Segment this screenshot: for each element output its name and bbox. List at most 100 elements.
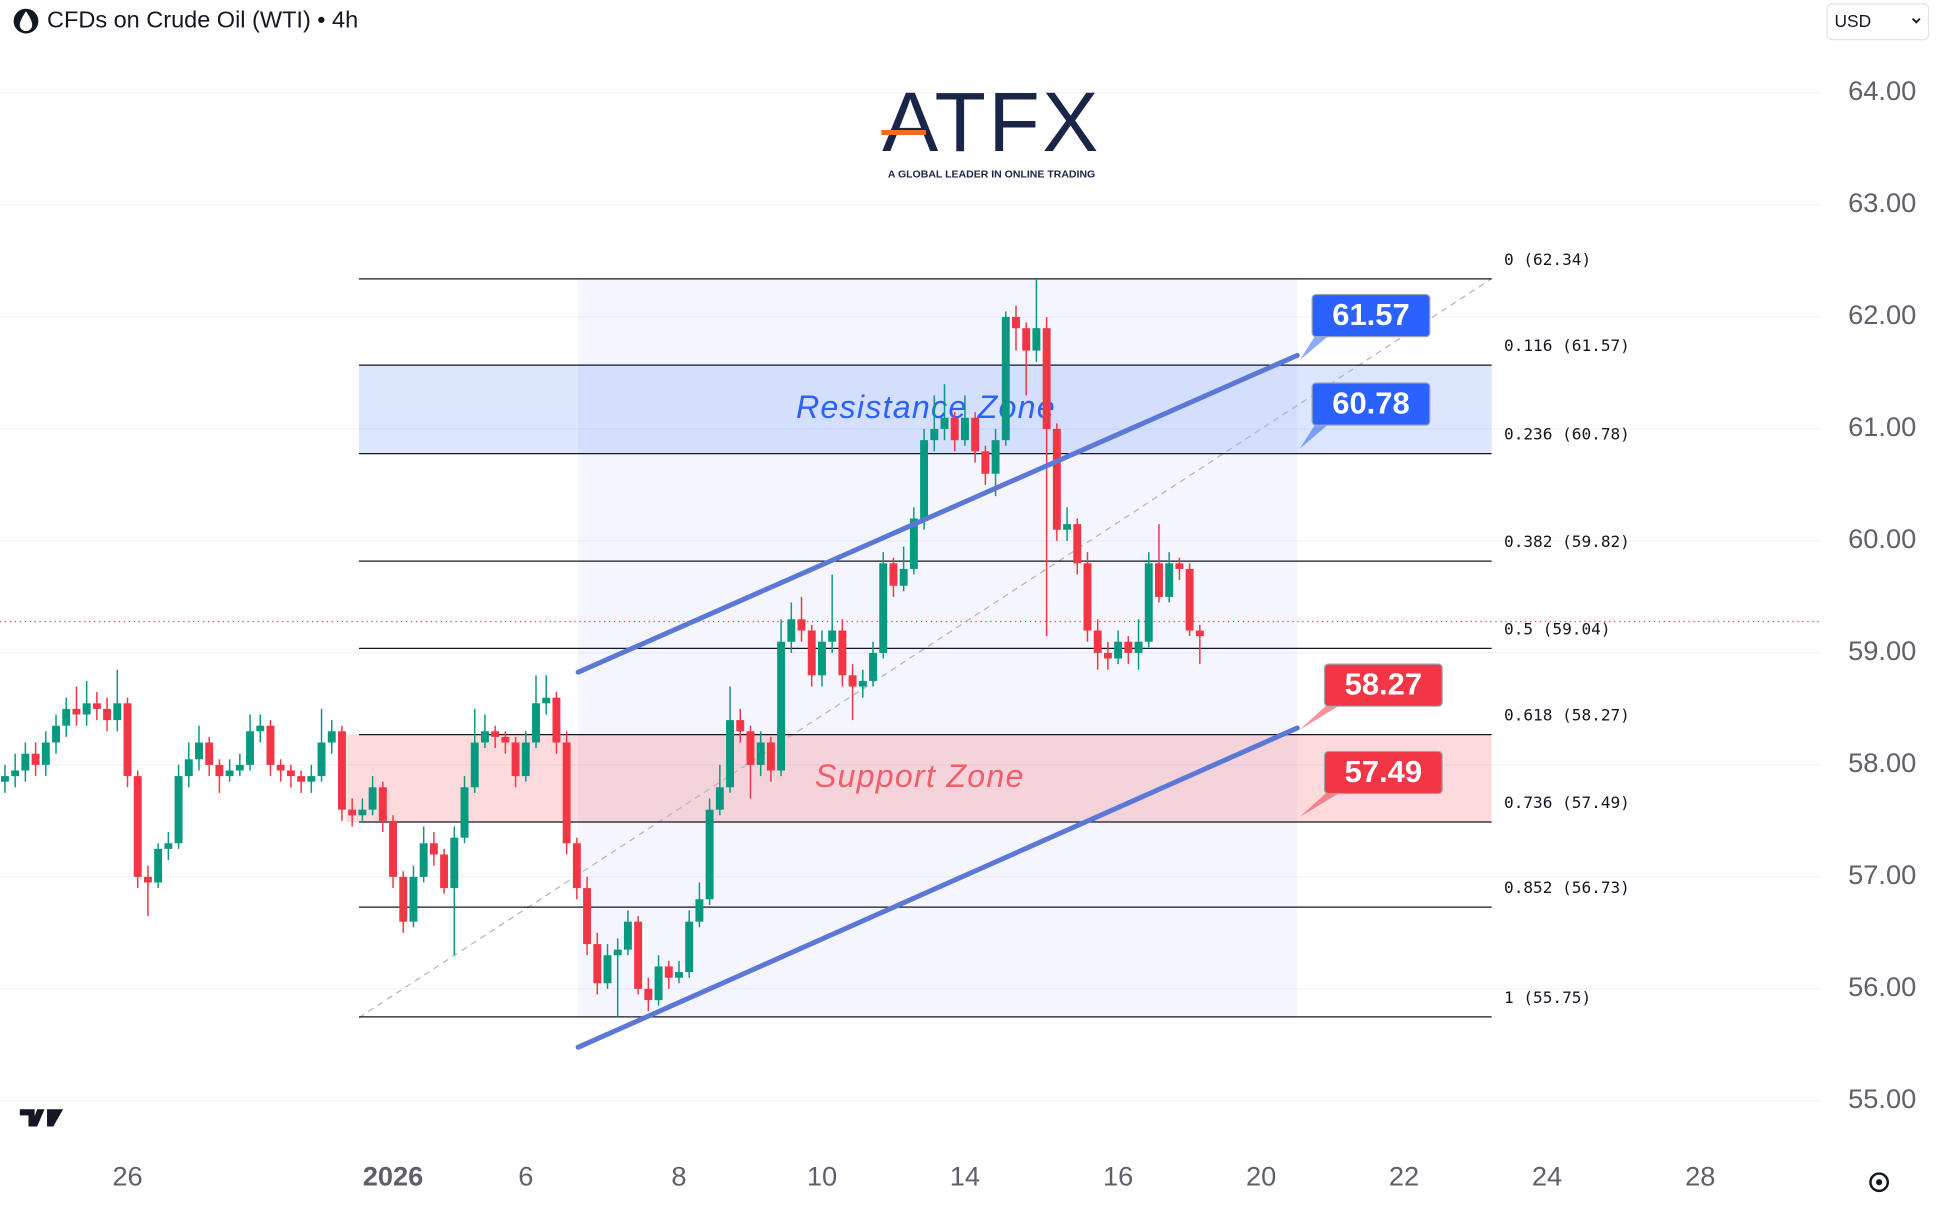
settings-icon[interactable] — [1869, 1172, 1890, 1193]
candle-body — [981, 451, 990, 474]
candle-body — [828, 630, 837, 642]
price-tag-label: 60.78 — [1332, 385, 1409, 420]
candle-body — [848, 675, 857, 687]
x-tick-label: 28 — [1685, 1161, 1715, 1192]
channel-lower — [575, 725, 1300, 1050]
fib-label: 0.236 (60.78) — [1504, 425, 1630, 444]
price-tag-label: 57.49 — [1345, 754, 1422, 789]
candle-body — [634, 921, 643, 989]
candles — [0, 278, 1204, 1017]
candle-body — [195, 742, 203, 760]
zone-label: Resistance Zone — [796, 389, 1056, 425]
candle-body — [205, 742, 214, 765]
y-tick-label: 60.00 — [1848, 523, 1916, 554]
candle-body — [276, 764, 285, 771]
y-tick-label: 56.00 — [1848, 971, 1916, 1002]
candle-body — [52, 725, 60, 743]
candle-body — [1124, 641, 1133, 653]
tag-pointer — [1299, 421, 1332, 449]
candle-body — [399, 876, 408, 922]
candle-body — [389, 820, 397, 877]
y-tick-label: 55.00 — [1848, 1083, 1916, 1114]
candle-body — [368, 787, 377, 810]
candle-body — [1165, 563, 1174, 597]
candle-body — [1175, 563, 1184, 569]
candle-body — [542, 697, 551, 704]
candle-body — [348, 809, 357, 816]
chevron — [1911, 17, 1921, 24]
candle-body — [317, 742, 326, 777]
price-tag-label: 61.57 — [1332, 297, 1409, 332]
candle-body — [174, 776, 183, 844]
tv-logo — [19, 1109, 64, 1127]
candle-body — [736, 720, 745, 732]
candle-body — [113, 703, 122, 721]
candle-body — [358, 809, 367, 816]
candle-body — [31, 753, 40, 765]
candle-body — [1093, 630, 1102, 653]
candle-body — [133, 776, 142, 877]
y-tick-label: 64.00 — [1848, 75, 1916, 106]
candle-body — [889, 563, 898, 586]
fib-label: 0.736 (57.49) — [1504, 793, 1630, 812]
candle-body — [1185, 568, 1194, 631]
candle-body — [297, 776, 306, 782]
candle-body — [256, 725, 265, 732]
candle-body — [0, 776, 9, 782]
x-tick-label: 8 — [671, 1161, 686, 1192]
fib-label: 0 (62.34) — [1504, 250, 1591, 269]
x-tick-label: 16 — [1103, 1161, 1133, 1192]
candle-body — [82, 703, 91, 715]
candle-body — [123, 703, 132, 777]
candle-body — [807, 630, 816, 676]
fib-trend-line — [358, 278, 1492, 1019]
candle-body — [480, 731, 489, 743]
brand-tagline: A GLOBAL LEADER IN ONLINE TRADING — [888, 168, 1095, 180]
candle-body — [440, 854, 449, 889]
candle-body — [62, 708, 71, 726]
candle-body — [715, 787, 724, 810]
candle-body — [787, 619, 796, 642]
candle-body — [1083, 563, 1092, 631]
candle-body — [879, 563, 888, 653]
y-tick-label: 59.00 — [1848, 635, 1916, 666]
candle-body — [1052, 428, 1061, 530]
currency-label[interactable]: USD — [1835, 11, 1872, 31]
candle-body — [1134, 641, 1143, 653]
fib-label: 0.382 (59.82) — [1504, 532, 1630, 551]
candle-body — [11, 770, 20, 777]
channel-upper — [575, 352, 1300, 675]
candle-body — [971, 417, 980, 452]
x-tick-label: 6 — [518, 1161, 533, 1192]
currency-button[interactable] — [1826, 3, 1930, 41]
fib-label: 0.116 (61.57) — [1504, 336, 1630, 355]
y-tick-label: 62.00 — [1848, 299, 1916, 330]
candle-body — [705, 809, 714, 900]
grid — [0, 92, 1820, 1102]
candle-body — [797, 619, 806, 631]
axes: 55.00 56.00 57.00 58.00 59.00 60.00 61.00 62.00… — [112, 0, 1916, 1192]
candle-body — [521, 742, 530, 777]
candle-body — [266, 725, 275, 765]
price-tag — [1311, 382, 1431, 426]
candle-body — [623, 921, 632, 950]
fib-label: 0.852 (56.73) — [1504, 878, 1630, 897]
candle-body — [930, 428, 939, 441]
candle-body — [746, 731, 755, 765]
fib-label: 0.618 (58.27) — [1504, 706, 1630, 725]
price-tag — [1323, 663, 1443, 707]
candle-body — [899, 568, 908, 586]
candle-body — [143, 876, 152, 883]
candle-body — [726, 720, 735, 788]
candle-body — [950, 417, 959, 441]
x-tick-label: 14 — [950, 1161, 980, 1192]
candle-body — [1195, 630, 1204, 637]
brand-logo: ATFX — [882, 75, 1101, 169]
candle-body — [409, 876, 418, 922]
candle-body — [766, 742, 775, 771]
x-tick-label: 24 — [1532, 1161, 1562, 1192]
candle-body — [21, 753, 30, 771]
candle-body — [286, 770, 295, 777]
candle-body — [654, 966, 663, 1001]
